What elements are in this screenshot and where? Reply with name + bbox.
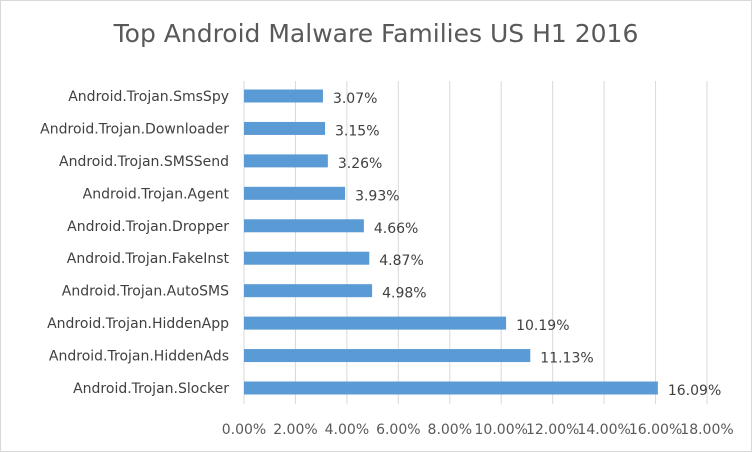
x-tick-label: 6.00% (376, 422, 420, 438)
bars (244, 89, 658, 395)
category-label: Android.Trojan.Dropper (67, 219, 229, 235)
category-label: Android.Trojan.Slocker (73, 381, 229, 397)
data-label: 10.19% (516, 318, 569, 334)
bar (244, 381, 658, 395)
category-label: Android.Trojan.HiddenAds (49, 349, 229, 365)
data-label: 16.09% (668, 383, 721, 399)
x-tick-label: 2.00% (273, 422, 317, 438)
category-label: Android.Trojan.SMSSend (59, 154, 229, 170)
x-tick-label: 14.00% (577, 422, 630, 438)
category-label: Android.Trojan.SmsSpy (68, 89, 229, 105)
x-tick-label: 12.00% (526, 422, 579, 438)
category-label: Android.Trojan.Downloader (40, 121, 229, 137)
data-label: 3.07% (333, 91, 377, 107)
chart-title: Top Android Malware Families US H1 2016 (113, 19, 639, 48)
bar (244, 349, 531, 363)
bar (244, 186, 346, 200)
bar (244, 89, 323, 103)
x-tick-label: 8.00% (428, 422, 472, 438)
data-label: 3.26% (338, 156, 382, 172)
labels: 0.00% 2.00% 4.00% 6.00% 8.00% 10.00%12.00%14.… (40, 89, 734, 438)
x-tick-label: 0.00% (222, 422, 266, 438)
x-tick-label: 18.00% (680, 422, 733, 438)
category-label: Android.Trojan.Agent (83, 186, 230, 202)
x-tick-label: 16.00% (629, 422, 682, 438)
x-tick-label: 4.00% (325, 422, 369, 438)
category-label: Android.Trojan.HiddenApp (47, 316, 229, 332)
data-label: 4.87% (379, 253, 423, 269)
data-label: 11.13% (540, 351, 593, 367)
data-label: 4.98% (382, 286, 426, 302)
gridlines (243, 81, 708, 404)
bar (244, 219, 364, 233)
category-label: Android.Trojan.FakeInst (67, 251, 230, 267)
data-label: 3.15% (335, 123, 379, 139)
bar (244, 251, 370, 265)
bar (244, 121, 326, 135)
x-tick-label: 10.00% (475, 422, 528, 438)
bar (244, 316, 507, 330)
data-label: 4.66% (374, 221, 418, 237)
category-label: Android.Trojan.AutoSMS (62, 284, 229, 300)
data-label: 3.93% (355, 188, 399, 204)
bar (244, 154, 328, 168)
bar (244, 284, 373, 298)
